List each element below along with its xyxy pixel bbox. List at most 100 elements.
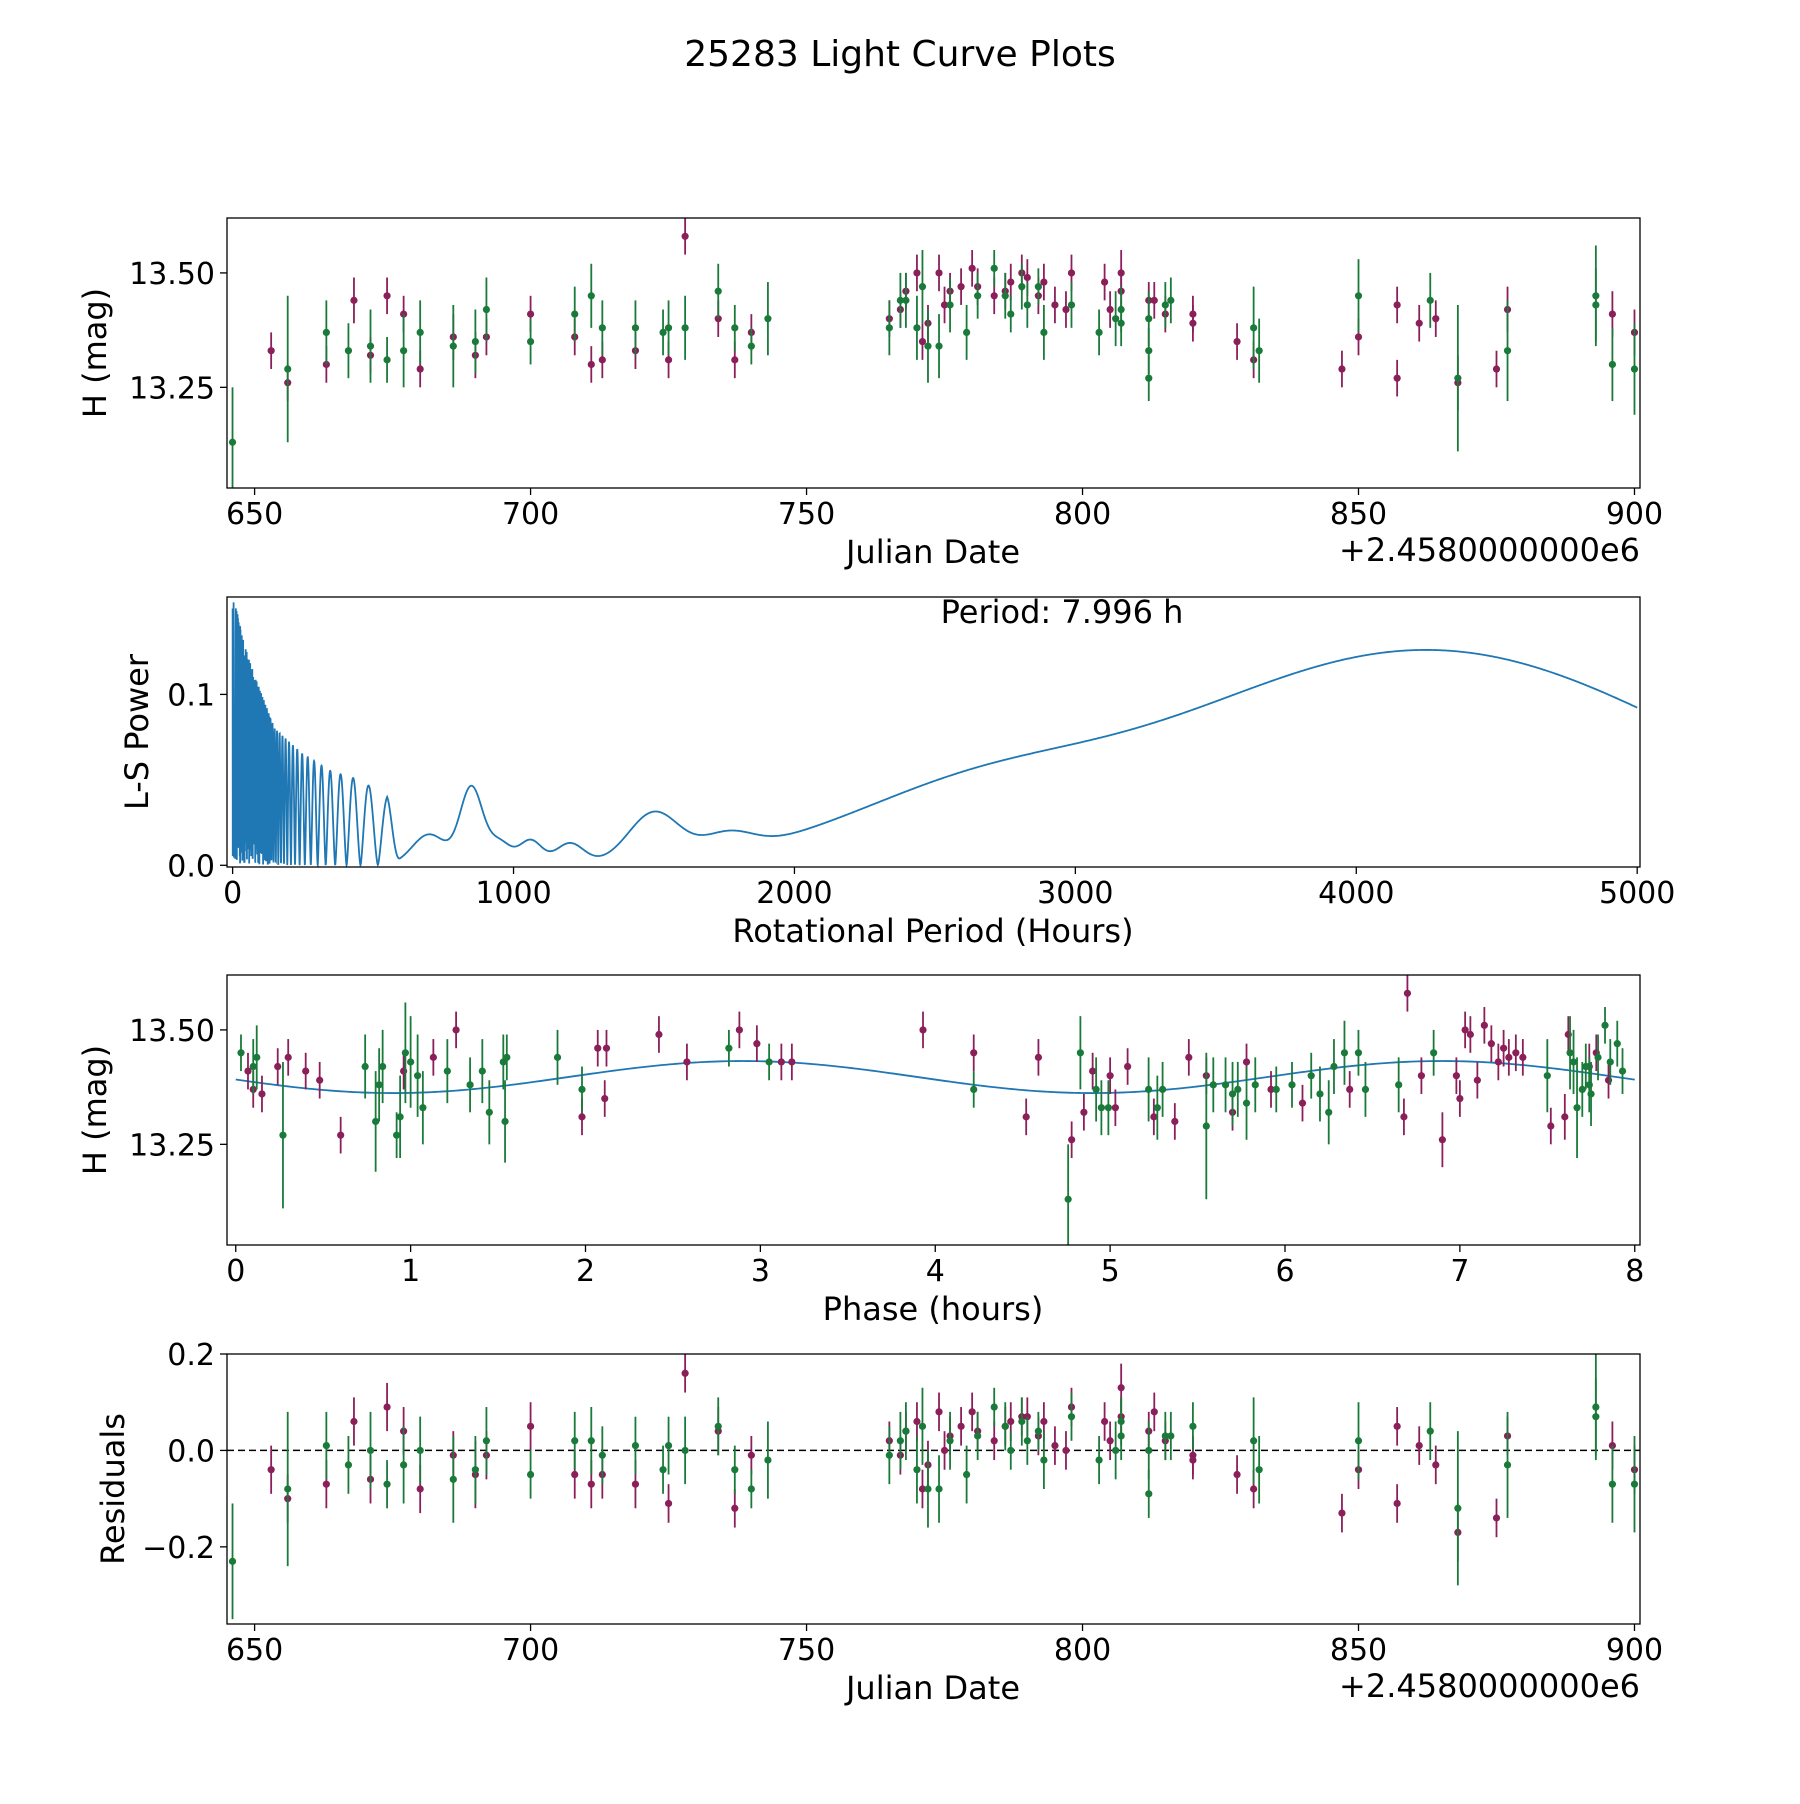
data-point (655, 1030, 663, 1039)
data-point (935, 269, 943, 277)
data-point (1354, 1437, 1363, 1445)
data-point (1487, 1040, 1495, 1048)
residuals-ticks: 650 700 750 800 850 900 −0.2 0.0 0.2 (142, 1338, 1663, 1668)
data-point (1492, 1514, 1501, 1522)
data-point (383, 1403, 391, 1411)
data-point (1150, 1408, 1158, 1416)
data-point (1456, 1094, 1464, 1103)
data-point (1272, 1085, 1280, 1094)
data-point (1298, 1099, 1307, 1107)
data-point (1001, 292, 1009, 300)
data-point (466, 1081, 474, 1089)
data-point (1167, 296, 1175, 304)
data-point (1346, 1085, 1354, 1094)
data-point (1400, 1113, 1408, 1121)
data-point (1354, 333, 1363, 341)
data-point (1395, 1081, 1403, 1089)
data-point (990, 1403, 998, 1411)
y-tick-label: 0.0 (167, 849, 215, 884)
data-point (361, 1062, 369, 1071)
data-point (1393, 374, 1401, 382)
x-tick-label: 3 (751, 1254, 770, 1289)
data-point (764, 315, 772, 323)
data-point (1101, 1417, 1109, 1426)
periodogram-ylabel: L-S Power (118, 653, 156, 810)
data-point (1594, 1053, 1602, 1061)
data-point (1089, 1067, 1097, 1075)
data-point (1106, 305, 1114, 314)
data-point (1505, 1053, 1513, 1061)
phased-marks (235, 975, 1635, 1245)
data-point (416, 1446, 424, 1455)
x-tick-label: 800 (1054, 497, 1111, 532)
data-point (918, 1422, 927, 1430)
data-point (765, 1058, 773, 1066)
data-point (302, 1067, 310, 1075)
time-series-axes-frame (226, 217, 1641, 489)
periodogram-annotation: Period: 7.996 h (941, 593, 1184, 631)
data-point (918, 1485, 927, 1493)
data-point (393, 1131, 401, 1139)
data-point (1145, 1446, 1153, 1455)
data-point (664, 1499, 673, 1508)
time-series-panel: 650 700 750 800 850 900 13.25 13.50 Julian Date… (76, 217, 1663, 571)
periodogram-axes-frame (226, 596, 1641, 868)
data-point (526, 1470, 535, 1479)
data-point (631, 324, 640, 332)
residuals-axes-frame (226, 1353, 1641, 1625)
data-point (1338, 365, 1346, 373)
x-tick-label: 800 (1054, 1633, 1111, 1668)
data-point (1007, 1417, 1015, 1426)
data-point (990, 264, 998, 272)
data-point (1145, 1490, 1153, 1498)
data-point (1316, 1090, 1324, 1098)
data-point (1494, 1058, 1502, 1066)
data-point (1145, 347, 1153, 355)
data-point (946, 301, 954, 309)
data-point (1040, 328, 1048, 337)
periodogram-marks (231, 602, 1638, 869)
data-point (526, 310, 535, 318)
time-series-offset-label: +2.4580000000e6 (1339, 531, 1640, 569)
x-tick-label: 4 (926, 1254, 945, 1289)
data-point (1267, 1085, 1275, 1094)
data-point (1630, 365, 1639, 373)
data-point (1601, 1021, 1609, 1029)
data-point (1062, 305, 1070, 314)
data-point (1578, 1085, 1586, 1094)
data-point (1430, 1049, 1438, 1057)
data-point (1007, 310, 1015, 318)
data-point (344, 1461, 353, 1469)
data-point (1064, 1195, 1072, 1203)
data-point (924, 342, 932, 350)
data-point (383, 356, 391, 364)
data-point (1034, 1427, 1042, 1435)
data-point (482, 305, 491, 314)
data-point (1068, 1136, 1076, 1144)
phased-ticks: 0 1 2 3 4 5 6 7 8 13.25 13.50 (129, 1014, 1644, 1289)
data-point (1007, 1446, 1015, 1455)
data-point (1242, 1099, 1251, 1107)
data-point (990, 1437, 998, 1445)
x-tick-label: 2000 (756, 876, 832, 911)
data-point (1330, 1062, 1338, 1071)
data-point (1023, 1437, 1031, 1445)
data-point (1606, 1058, 1614, 1066)
data-point (598, 356, 606, 364)
data-point (885, 1451, 893, 1459)
data-point (419, 1104, 427, 1112)
data-point (681, 232, 689, 240)
x-tick-label: 0 (223, 876, 242, 911)
y-tick-label: 0.1 (167, 678, 215, 713)
data-point (443, 1067, 451, 1075)
data-point (1454, 374, 1462, 382)
data-point (970, 1049, 978, 1057)
data-point (1255, 347, 1263, 355)
data-point (594, 1044, 602, 1052)
data-point (1307, 1072, 1315, 1080)
data-point (1117, 1432, 1125, 1440)
x-tick-label: 850 (1330, 1633, 1387, 1668)
data-point (485, 1108, 493, 1116)
data-point (1426, 1427, 1434, 1435)
data-point (526, 1422, 535, 1430)
